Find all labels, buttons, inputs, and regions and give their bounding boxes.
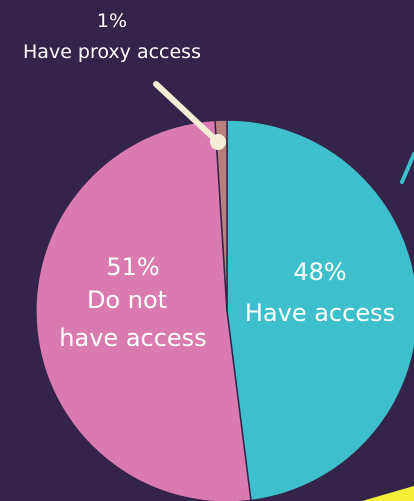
decorative-stroke-top (400, 152, 414, 184)
slice-label-have-access-text: Have access (245, 299, 395, 327)
slice-label-proxy-percent: 1% (97, 10, 127, 32)
slice-label-no-access-line1: Do not (87, 286, 167, 314)
proxy-access-callout-dot (210, 134, 226, 150)
slice-label-no-access-percent: 51% (106, 253, 159, 281)
pie-slices (35, 119, 414, 501)
decorative-stroke-bottom (362, 486, 414, 501)
pie-slice-do-not-have-access (35, 119, 252, 501)
pie-slice-have-access (226, 119, 414, 501)
proxy-access-callout-line (153, 81, 221, 145)
slice-label-proxy-text: Have proxy access (23, 41, 201, 63)
slice-label-have-access-percent: 48% (293, 258, 346, 286)
pie-slice-have-proxy-access (214, 119, 228, 312)
slice-label-no-access-line2: have access (59, 324, 206, 352)
